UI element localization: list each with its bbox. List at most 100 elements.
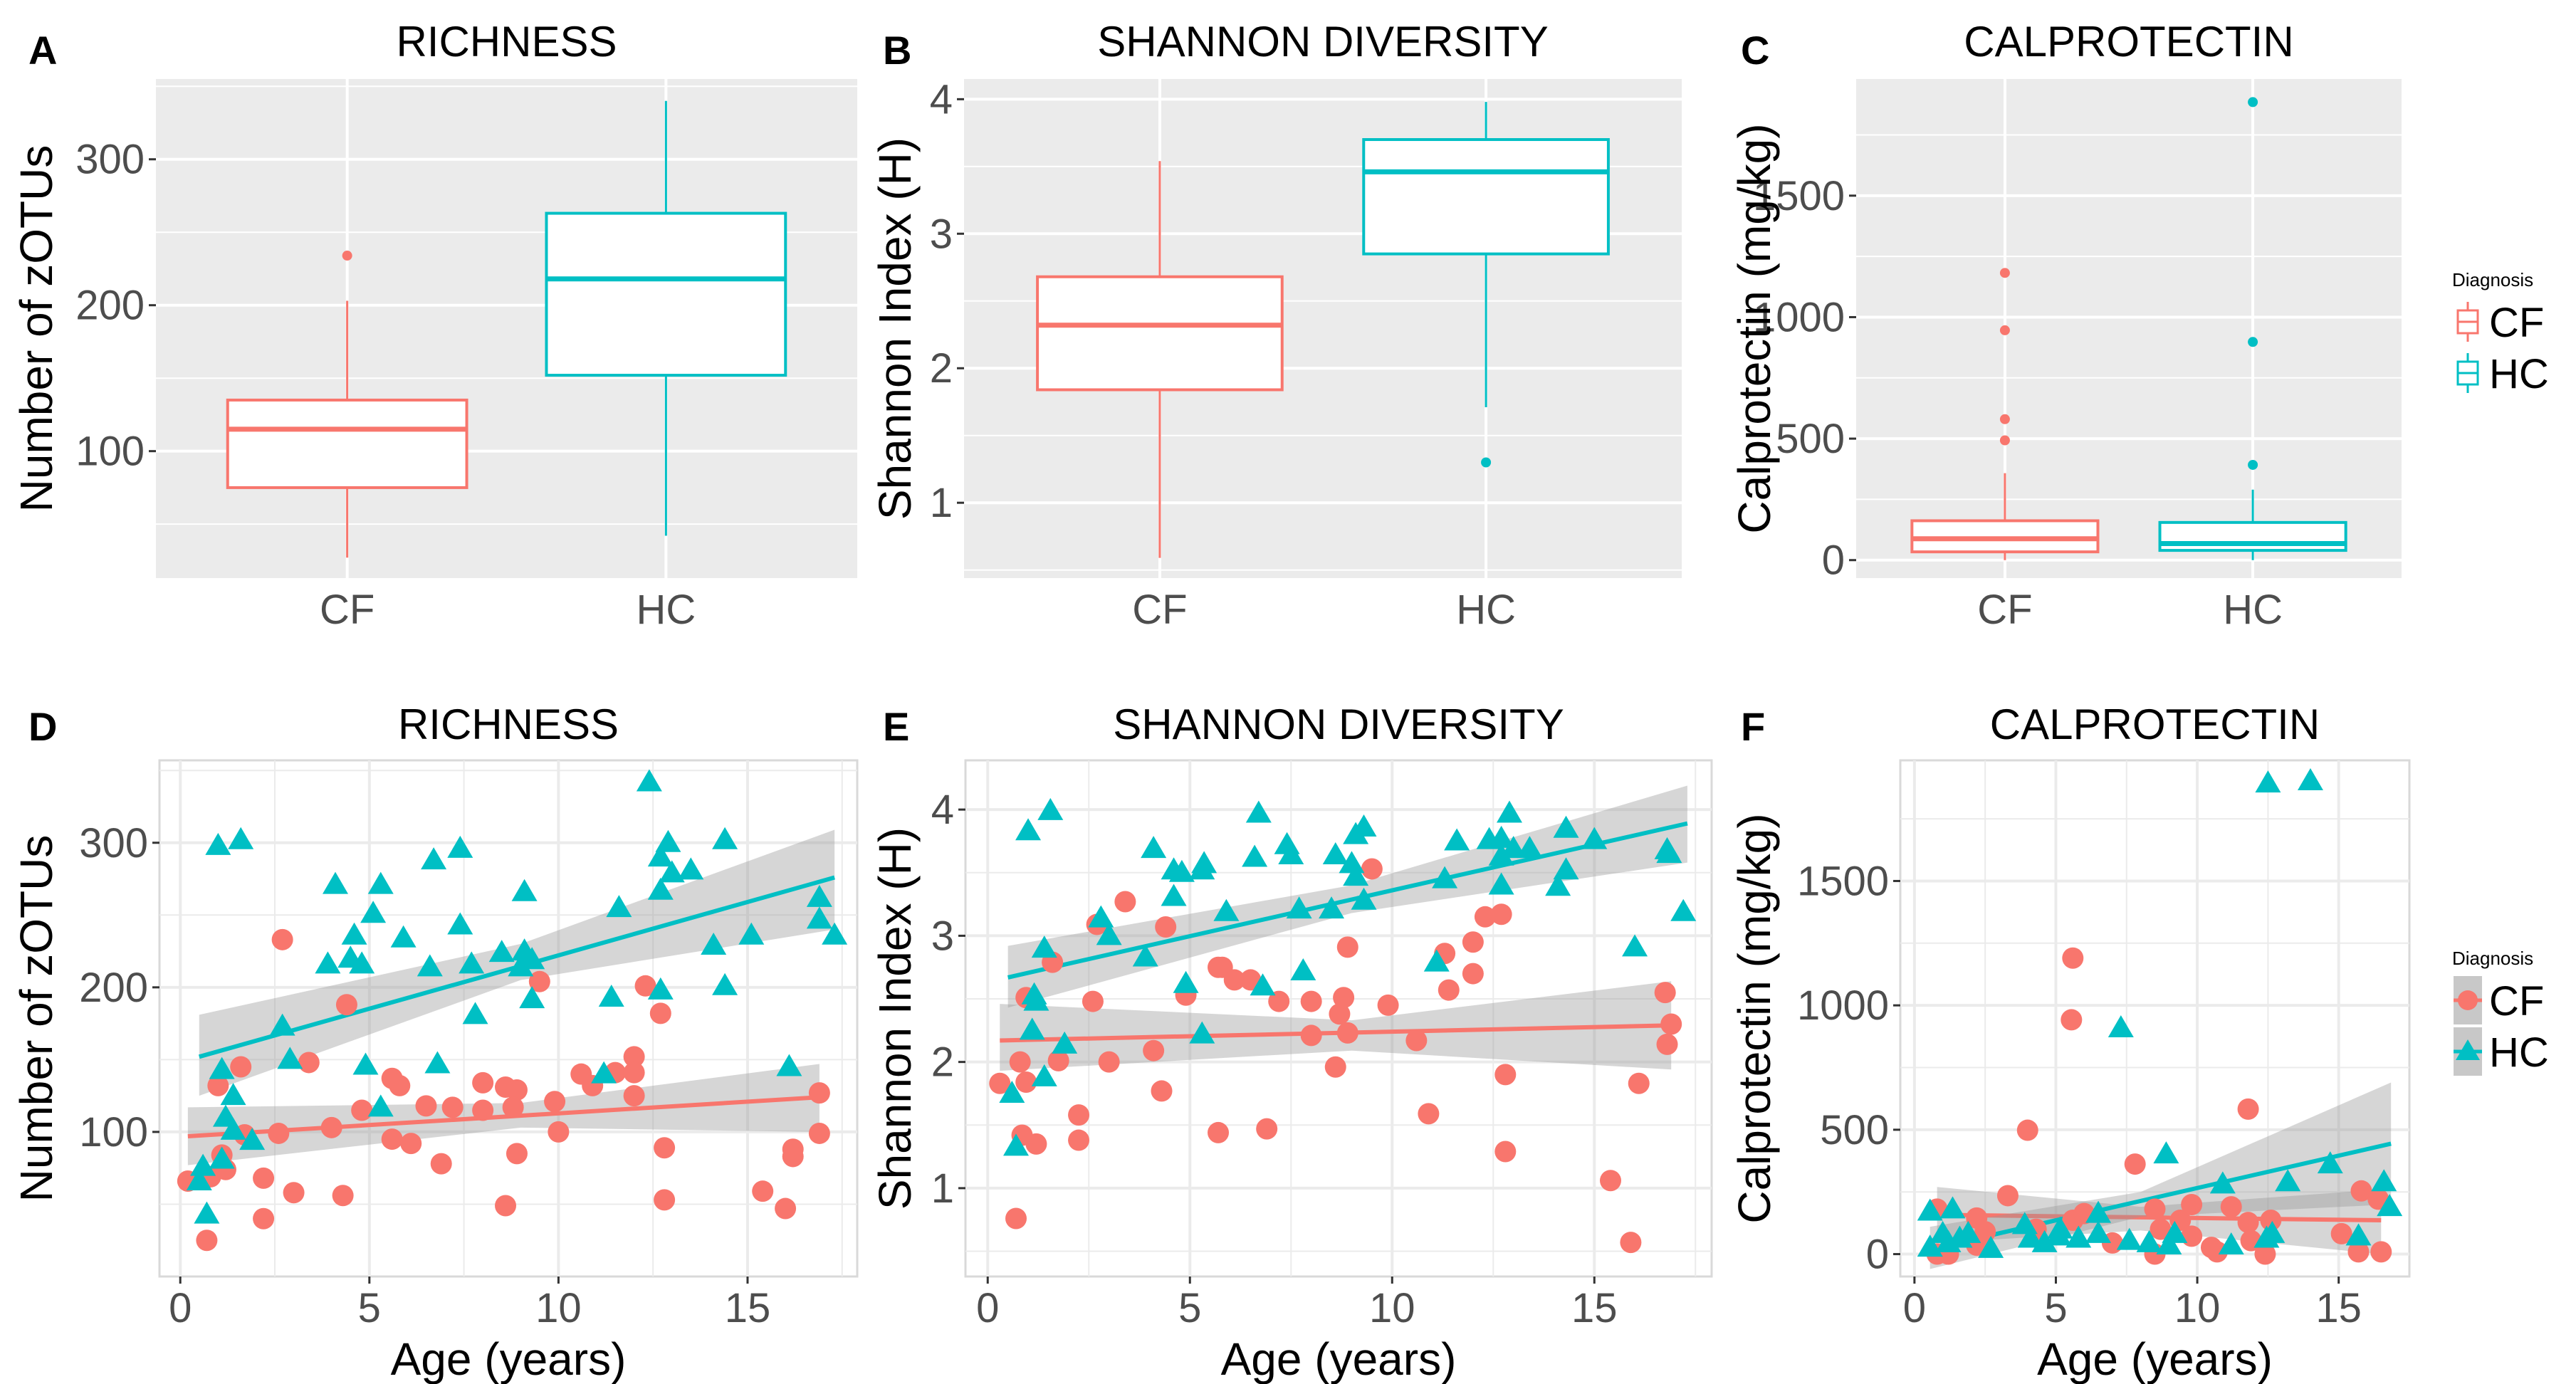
data-point [1581, 827, 1608, 849]
data-point [1132, 944, 1158, 967]
data-point [417, 954, 443, 977]
data-point [623, 1046, 645, 1068]
data-point [1622, 934, 1648, 957]
data-point [421, 847, 447, 870]
series-HC [1007, 785, 1688, 1008]
data-point [351, 1099, 373, 1121]
data-point [1015, 1071, 1037, 1094]
data-point [381, 1128, 403, 1150]
y-tick-label: 100 [75, 429, 145, 475]
iqr-box [545, 211, 787, 377]
data-point [2150, 1218, 2172, 1240]
data-point [2260, 1210, 2282, 1232]
data-point [1500, 836, 1527, 859]
data-point [2085, 1220, 2112, 1243]
box-CF [1036, 161, 1284, 558]
legend-triangle-icon [2456, 1039, 2480, 1060]
outlier-point [342, 251, 352, 261]
data-point [367, 1094, 394, 1117]
data-point [1319, 896, 1345, 919]
points-CF [1926, 947, 2392, 1265]
data-point [623, 1061, 645, 1084]
data-point [636, 769, 662, 792]
data-point [519, 986, 545, 1009]
y-axis-title: Calprotectin (mg/kg) [1729, 123, 1780, 533]
data-point [424, 1051, 451, 1074]
data-point [654, 1137, 676, 1159]
legend-label: CF [2489, 978, 2544, 1024]
data-point [2016, 1119, 2038, 1141]
regression-line [187, 1095, 820, 1139]
data-point [712, 827, 738, 849]
data-point [1290, 958, 1316, 981]
data-point [271, 928, 293, 950]
data-point [1418, 1103, 1440, 1125]
data-point [400, 1133, 422, 1155]
data-point [2116, 1227, 2142, 1250]
data-point [2259, 1220, 2286, 1243]
x-tick-label: CF [1132, 587, 1187, 633]
regression-line [1930, 1141, 2392, 1252]
y-axis-title: Shannon Index (H) [869, 827, 921, 1210]
y-tick-label: 1500 [1753, 173, 1845, 219]
data-point [1656, 841, 1682, 864]
data-point [315, 951, 341, 974]
data-point [2297, 768, 2323, 790]
data-point [2085, 1200, 2112, 1223]
data-point [283, 1182, 305, 1204]
data-point [1250, 973, 1276, 996]
data-point [1068, 1129, 1090, 1151]
data-point [634, 975, 656, 997]
regression-line [1000, 1023, 1672, 1043]
x-tick-label: HC [1456, 587, 1516, 633]
data-point [2275, 1169, 2301, 1192]
panel-letter: B [883, 28, 911, 73]
y-tick-label: 1500 [1797, 858, 1889, 904]
legend-title: Diagnosis [2452, 948, 2533, 969]
data-point [228, 827, 254, 849]
data-point [1242, 844, 1268, 867]
data-point [1213, 898, 1240, 921]
data-point [2377, 1194, 2403, 1217]
data-point [186, 1168, 212, 1190]
y-tick-label: 0 [1866, 1232, 1889, 1278]
data-point [2345, 1223, 2372, 1246]
data-point [1005, 1207, 1027, 1230]
y-axis-title: Number of zOTUs [11, 835, 62, 1202]
outlier-point [1999, 435, 2010, 446]
y-axis-title: Number of zOTUs [11, 145, 62, 513]
panel-title: CALPROTECTIN [1964, 18, 2293, 65]
box-CF [226, 251, 468, 558]
data-point [2218, 1232, 2244, 1254]
data-point [598, 985, 624, 1007]
data-point [298, 1052, 320, 1074]
y-tick-label: 0 [1822, 538, 1845, 584]
data-point [415, 1095, 437, 1117]
data-point [2255, 770, 2281, 793]
data-point [488, 940, 515, 963]
outlier-point [1999, 325, 2010, 335]
legend-label: HC [2489, 351, 2549, 397]
data-point [1496, 800, 1522, 823]
data-point [1189, 1021, 1215, 1044]
data-point [2237, 1098, 2259, 1120]
data-point [1462, 963, 1484, 985]
data-point [2237, 1212, 2259, 1234]
panel-C: 0 500 1000 1500 CF HC CALPROTECTIN C Calprotecti… [1729, 18, 2402, 633]
data-point [2347, 1241, 2370, 1263]
outlier-point [1481, 457, 1492, 468]
data-point [2031, 1230, 2058, 1252]
data-point [1494, 1141, 1517, 1163]
x-tick-label: 0 [976, 1285, 999, 1331]
legend: Diagnosis CF HC [2452, 269, 2549, 397]
data-point [506, 1079, 528, 1101]
regression-line [1007, 821, 1688, 980]
data-point [548, 1121, 570, 1143]
x-tick-label: 10 [2174, 1285, 2221, 1331]
x-tick-label: 5 [358, 1285, 381, 1331]
x-tick-label: 0 [1903, 1285, 1926, 1331]
data-point [591, 1061, 617, 1084]
data-point [519, 947, 545, 970]
data-point [322, 871, 348, 894]
